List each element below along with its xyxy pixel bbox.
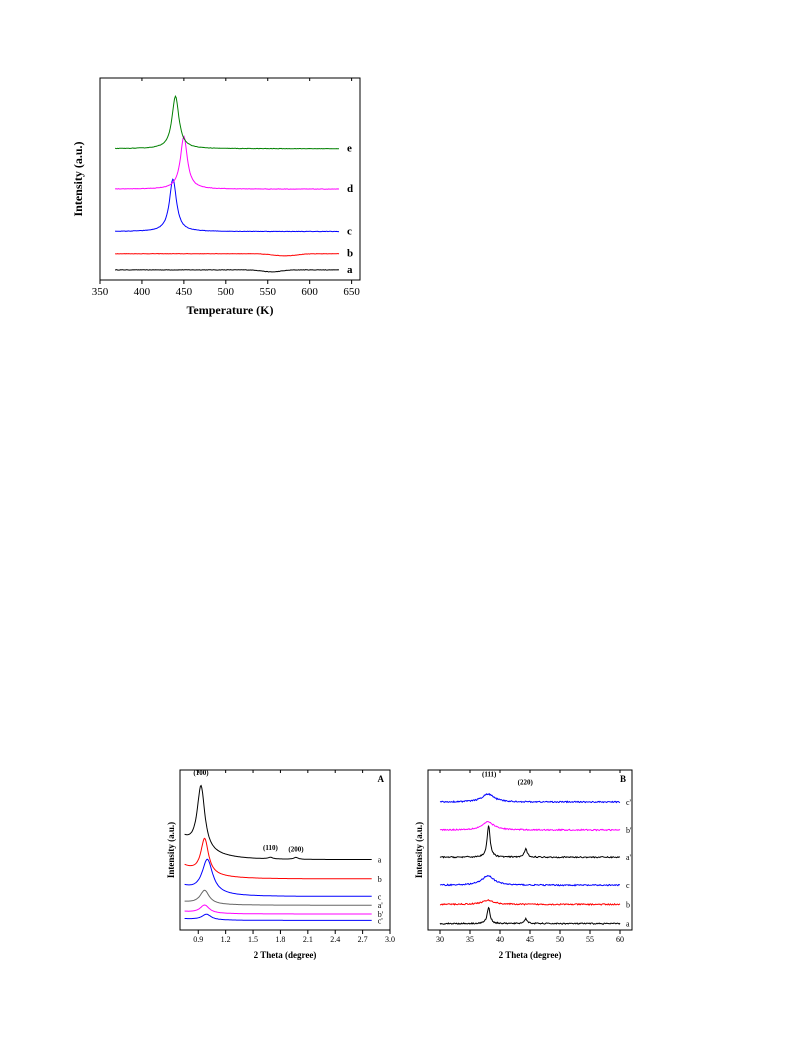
x-tick-label: 50	[556, 935, 564, 944]
x-tick-label: 3.0	[385, 935, 395, 944]
series-line-a	[184, 784, 372, 860]
series-line-b'	[439, 820, 621, 832]
y-axis-label: Intensity (a.u.)	[414, 822, 424, 878]
x-tick-label: 35	[466, 935, 474, 944]
series-label: a'	[378, 901, 384, 910]
series-line-c	[115, 178, 340, 233]
series-line-d	[115, 135, 340, 190]
x-tick-label: 2.1	[303, 935, 313, 944]
series-line-a	[114, 269, 340, 273]
peak-annotation: (111)	[482, 770, 497, 778]
x-tick-label: 2.7	[358, 935, 368, 944]
x-tick-label: 55	[586, 935, 594, 944]
series-line-a'	[439, 825, 621, 859]
x-tick-label: 45	[526, 935, 534, 944]
series-label: b	[626, 900, 630, 909]
x-tick-label: 400	[134, 286, 151, 298]
series-line-a	[439, 906, 621, 925]
series-label: b	[378, 875, 382, 884]
chart-low-angle-xrd-svg: 0.9 1.2 1.5 1.8 2.1 2.4 2.7 3.0 2 Theta (degree)…	[166, 769, 395, 960]
peak-annotation: (100)	[193, 769, 209, 777]
chart-wide-angle-xrd: 30 35 40 45 50 55 60 2 Theta (degree) Intensity …	[400, 762, 640, 962]
x-tick-label: 650	[343, 286, 360, 298]
x-tick-label: 60	[616, 935, 624, 944]
series-label: a	[347, 264, 353, 276]
series-line-b	[439, 899, 621, 906]
x-axis-label: Temperature (K)	[187, 303, 274, 317]
series-label: a	[378, 856, 382, 865]
y-axis-label: Intensity (a.u.)	[71, 141, 85, 216]
series-label: b'	[626, 826, 632, 835]
series-label: c	[378, 892, 382, 901]
x-tick-label: 1.5	[248, 935, 258, 944]
chart-low-angle-xrd: 0.9 1.2 1.5 1.8 2.1 2.4 2.7 3.0 2 Theta (degree)…	[150, 762, 400, 962]
x-axis-label: 2 Theta (degree)	[254, 950, 317, 960]
x-tick-label: 350	[92, 286, 109, 298]
series-label: a	[626, 920, 630, 929]
x-tick-label: 550	[259, 286, 276, 298]
plot-frame	[179, 769, 391, 931]
chart-temperature-svg: 350 400 450 500 550 600 650 Temperature (K) Inte…	[71, 77, 361, 317]
series-label: a'	[626, 853, 632, 862]
chart-temperature: 350 400 450 500 550 600 650 Temperature (K) Inte…	[60, 70, 370, 320]
series-label: c	[347, 226, 352, 238]
x-tick-label: 1.8	[275, 935, 285, 944]
x-tick-label: 2.4	[330, 935, 340, 944]
series-line-c'	[184, 913, 372, 921]
plot-frame	[99, 77, 361, 281]
series-line-a'	[184, 889, 372, 906]
peak-annotation: (200)	[288, 846, 304, 854]
y-axis-label: Intensity (a.u.)	[166, 822, 176, 878]
series-line-b	[184, 837, 372, 880]
series-label: c'	[378, 916, 384, 925]
series-label: b'	[378, 910, 384, 919]
series-label: d	[347, 183, 353, 195]
x-tick-label: 450	[176, 286, 193, 298]
chart-wide-angle-xrd-svg: 30 35 40 45 50 55 60 2 Theta (degree) Intensity …	[414, 769, 633, 960]
x-tick-label: 600	[301, 286, 318, 298]
x-tick-label: 1.2	[221, 935, 231, 944]
series-label: e	[347, 143, 352, 155]
peak-annotation: (220)	[518, 778, 534, 786]
series-line-e	[114, 94, 340, 150]
series-label: c'	[626, 798, 632, 807]
panel-label: B	[620, 774, 626, 784]
x-axis-label: 2 Theta (degree)	[499, 950, 562, 960]
series-line-b'	[184, 904, 372, 915]
panel-label: A	[378, 774, 385, 784]
series-line-c	[184, 858, 372, 897]
series-label: b	[347, 248, 353, 260]
x-tick-label: 30	[436, 935, 444, 944]
peak-annotation: (110)	[263, 844, 278, 852]
x-tick-label: 0.9	[193, 935, 203, 944]
series-line-c'	[439, 792, 621, 804]
x-tick-label: 40	[496, 935, 504, 944]
series-line-b	[115, 252, 340, 257]
x-tick-label: 500	[218, 286, 235, 298]
series-line-c	[439, 874, 620, 887]
plot-frame	[427, 769, 633, 931]
series-label: c	[626, 881, 630, 890]
